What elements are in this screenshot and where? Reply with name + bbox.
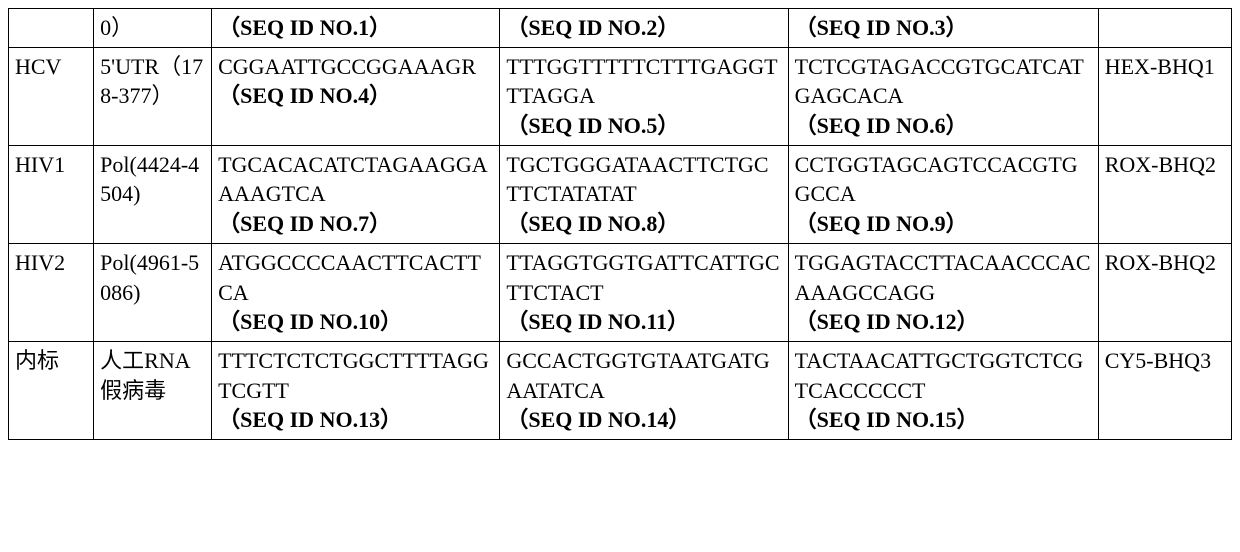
- cell-seq3: TGGAGTACCTTACAACCCACAAAGCCAGG （SEQ ID NO…: [788, 243, 1098, 341]
- table-row: HIV2 Pol(4961-5086) ATGGCCCCAACTTCACTTCA…: [9, 243, 1232, 341]
- table-row: HIV1 Pol(4424-4504) TGCACACATCTAGAAGGAAA…: [9, 145, 1232, 243]
- seq-id: （SEQ ID NO.5）: [506, 113, 679, 138]
- table-row: 0） （SEQ ID NO.1） （SEQ ID NO.2） （SEQ ID N…: [9, 9, 1232, 48]
- cell-label: ROX-BHQ2: [1098, 243, 1231, 341]
- cell-label: CY5-BHQ3: [1098, 341, 1231, 439]
- cell-target: HCV: [9, 47, 94, 145]
- cell-target: HIV2: [9, 243, 94, 341]
- cell-seq3: CCTGGTAGCAGTCCACGTGGCCA （SEQ ID NO.9）: [788, 145, 1098, 243]
- cell-label: HEX-BHQ1: [1098, 47, 1231, 145]
- cell-seq3: TCTCGTAGACCGTGCATCATGAGCACA （SEQ ID NO.6…: [788, 47, 1098, 145]
- sequence-table: 0） （SEQ ID NO.1） （SEQ ID NO.2） （SEQ ID N…: [8, 8, 1232, 440]
- seq-text: TGCACACATCTAGAAGGAAAAGTCA: [218, 152, 488, 207]
- cell-region: Pol(4424-4504): [94, 145, 212, 243]
- seq-id: （SEQ ID NO.12）: [795, 309, 979, 334]
- seq-id: （SEQ ID NO.9）: [795, 211, 968, 236]
- seq-text: TTAGGTGGTGATTCATTGCTTCTACT: [506, 250, 779, 305]
- seq-id: （SEQ ID NO.2）: [506, 15, 679, 40]
- cell-seq2: TTAGGTGGTGATTCATTGCTTCTACT （SEQ ID NO.11…: [500, 243, 788, 341]
- cell-label: [1098, 9, 1231, 48]
- table-row: 内标 人工RNA 假病毒 TTTCTCTCTGGCTTTTAGGTCGTT （S…: [9, 341, 1232, 439]
- cell-seq1: ATGGCCCCAACTTCACTTCA （SEQ ID NO.10）: [212, 243, 500, 341]
- seq-text: TACTAACATTGCTGGTCTCGTCACCCCCT: [795, 348, 1084, 403]
- seq-text: TCTCGTAGACCGTGCATCATGAGCACA: [795, 54, 1084, 109]
- table-row: HCV 5'UTR（178-377） CGGAATTGCCGGAAAGR （SE…: [9, 47, 1232, 145]
- cell-label: ROX-BHQ2: [1098, 145, 1231, 243]
- cell-region: Pol(4961-5086): [94, 243, 212, 341]
- cell-seq1: TTTCTCTCTGGCTTTTAGGTCGTT （SEQ ID NO.13）: [212, 341, 500, 439]
- seq-text: CGGAATTGCCGGAAAGR: [218, 54, 476, 79]
- seq-text: TGGAGTACCTTACAACCCACAAAGCCAGG: [795, 250, 1091, 305]
- cell-seq1: CGGAATTGCCGGAAAGR （SEQ ID NO.4）: [212, 47, 500, 145]
- cell-region: 0）: [94, 9, 212, 48]
- cell-seq1: （SEQ ID NO.1）: [212, 9, 500, 48]
- cell-seq1: TGCACACATCTAGAAGGAAAAGTCA （SEQ ID NO.7）: [212, 145, 500, 243]
- cell-seq2: TGCTGGGATAACTTCTGCTTCTATATAT （SEQ ID NO.…: [500, 145, 788, 243]
- seq-text: CCTGGTAGCAGTCCACGTGGCCA: [795, 152, 1078, 207]
- cell-seq2: （SEQ ID NO.2）: [500, 9, 788, 48]
- cell-target: HIV1: [9, 145, 94, 243]
- cell-target: [9, 9, 94, 48]
- cell-seq3: （SEQ ID NO.3）: [788, 9, 1098, 48]
- seq-text: TTTGGTTTTTCTTTGAGGTTTAGGA: [506, 54, 777, 109]
- seq-text: TTTCTCTCTGGCTTTTAGGTCGTT: [218, 348, 489, 403]
- cell-target: 内标: [9, 341, 94, 439]
- seq-id: （SEQ ID NO.7）: [218, 211, 391, 236]
- seq-id: （SEQ ID NO.13）: [218, 407, 402, 432]
- seq-id: （SEQ ID NO.11）: [506, 309, 689, 334]
- seq-text: ATGGCCCCAACTTCACTTCA: [218, 250, 481, 305]
- seq-id: （SEQ ID NO.3）: [795, 15, 968, 40]
- seq-text: GCCACTGGTGTAATGATGAATATCA: [506, 348, 769, 403]
- seq-id: （SEQ ID NO.14）: [506, 407, 690, 432]
- seq-id: （SEQ ID NO.8）: [506, 211, 679, 236]
- cell-seq3: TACTAACATTGCTGGTCTCGTCACCCCCT （SEQ ID NO…: [788, 341, 1098, 439]
- cell-seq2: GCCACTGGTGTAATGATGAATATCA （SEQ ID NO.14）: [500, 341, 788, 439]
- cell-region: 5'UTR（178-377）: [94, 47, 212, 145]
- seq-id: （SEQ ID NO.15）: [795, 407, 979, 432]
- cell-seq2: TTTGGTTTTTCTTTGAGGTTTAGGA （SEQ ID NO.5）: [500, 47, 788, 145]
- table-body: 0） （SEQ ID NO.1） （SEQ ID NO.2） （SEQ ID N…: [9, 9, 1232, 440]
- seq-id: （SEQ ID NO.1）: [218, 15, 391, 40]
- cell-region: 人工RNA 假病毒: [94, 341, 212, 439]
- seq-text: TGCTGGGATAACTTCTGCTTCTATATAT: [506, 152, 768, 207]
- seq-id: （SEQ ID NO.10）: [218, 309, 402, 334]
- seq-id: （SEQ ID NO.6）: [795, 113, 968, 138]
- seq-id: （SEQ ID NO.4）: [218, 83, 391, 108]
